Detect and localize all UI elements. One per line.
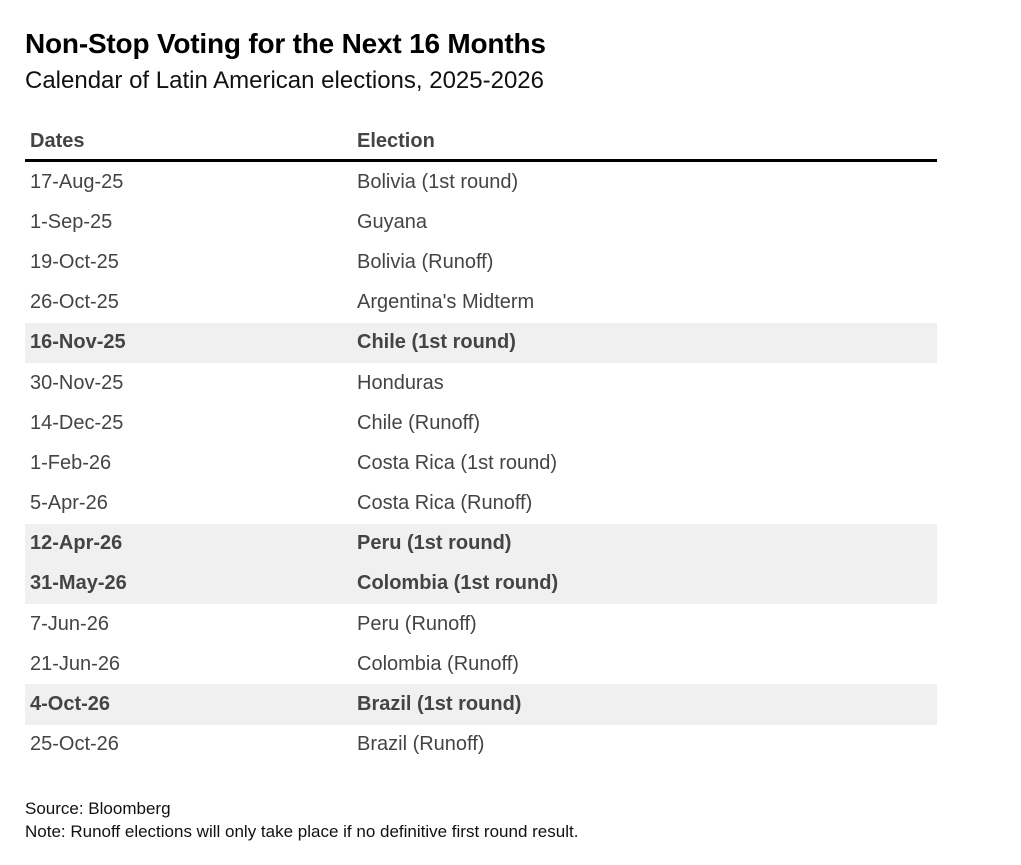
- row-election: Brazil (1st round): [357, 693, 522, 716]
- table-row: 19-Oct-25 Bolivia (Runoff): [25, 242, 937, 282]
- table-row: 5-Apr-26 Costa Rica (Runoff): [25, 484, 937, 524]
- row-date: 31-May-26: [30, 572, 127, 595]
- table-row: 25-Oct-26 Brazil (Runoff): [25, 725, 937, 765]
- row-date: 12-Apr-26: [30, 532, 123, 555]
- row-date: 16-Nov-25: [30, 331, 126, 354]
- table-row: 21-Jun-26 Colombia (Runoff): [25, 644, 937, 684]
- footnote: Note: Runoff elections will only take pl…: [25, 822, 579, 841]
- table-row: 16-Nov-25 Chile (1st round): [25, 322, 937, 363]
- row-election: Costa Rica (1st round): [357, 451, 558, 474]
- row-date: 14-Dec-25: [30, 411, 124, 434]
- column-header-election: Election: [357, 130, 435, 152]
- row-date: 7-Jun-26: [30, 612, 109, 635]
- table-row: 12-Apr-26 Peru (1st round): [25, 523, 937, 564]
- table-row: 1-Sep-25 Guyana: [25, 202, 937, 242]
- row-date: 17-Aug-25: [30, 170, 124, 193]
- row-date: 30-Nov-25: [30, 371, 124, 394]
- table-header: Dates Election: [25, 124, 937, 162]
- row-election: Colombia (Runoff): [357, 652, 519, 675]
- table-row: 1-Feb-26 Costa Rica (1st round): [25, 443, 937, 483]
- column-header-dates: Dates: [30, 130, 85, 152]
- table-row: 31-May-26 Colombia (1st round): [25, 563, 937, 605]
- row-election: Honduras: [357, 371, 444, 394]
- row-date: 26-Oct-25: [30, 291, 119, 314]
- row-date: 5-Apr-26: [30, 492, 108, 515]
- table-row: 17-Aug-25 Bolivia (1st round): [25, 162, 937, 202]
- row-date: 19-Oct-25: [30, 250, 119, 273]
- row-election: Peru (1st round): [357, 532, 512, 555]
- row-election: Bolivia (1st round): [357, 170, 519, 193]
- row-election: Peru (Runoff): [357, 612, 477, 635]
- row-date: 4-Oct-26: [30, 693, 111, 716]
- table-row: 7-Jun-26 Peru (Runoff): [25, 604, 937, 644]
- table-row: 30-Nov-25 Honduras: [25, 363, 937, 403]
- row-election: Argentina's Midterm: [357, 291, 535, 314]
- row-date: 25-Oct-26: [30, 733, 119, 756]
- source-note: Source: Bloomberg: [25, 799, 171, 818]
- row-date: 1-Feb-26: [30, 451, 112, 474]
- table-row: 26-Oct-25 Argentina's Midterm: [25, 283, 937, 323]
- row-election: Colombia (1st round): [357, 572, 559, 595]
- row-election: Bolivia (Runoff): [357, 250, 494, 273]
- row-date: 21-Jun-26: [30, 652, 121, 675]
- elections-table: Dates Election 17-Aug-25 Bolivia (1st rou…: [25, 124, 937, 765]
- row-election: Chile (1st round): [357, 331, 516, 354]
- chart-title: Non-Stop Voting for the Next 16 Months: [25, 28, 546, 59]
- row-date: 1-Sep-25: [30, 210, 113, 233]
- row-election: Costa Rica (Runoff): [357, 492, 533, 515]
- table-row: 14-Dec-25 Chile (Runoff): [25, 403, 937, 443]
- row-election: Brazil (Runoff): [357, 733, 485, 756]
- table-row: 4-Oct-26 Brazil (1st round): [25, 684, 937, 725]
- row-election: Guyana: [357, 210, 428, 233]
- table-body: 17-Aug-25 Bolivia (1st round) 1-Sep-25 Guya…: [25, 162, 937, 765]
- chart-subtitle: Calendar of Latin American elections, 20…: [25, 67, 544, 94]
- row-election: Chile (Runoff): [357, 411, 481, 434]
